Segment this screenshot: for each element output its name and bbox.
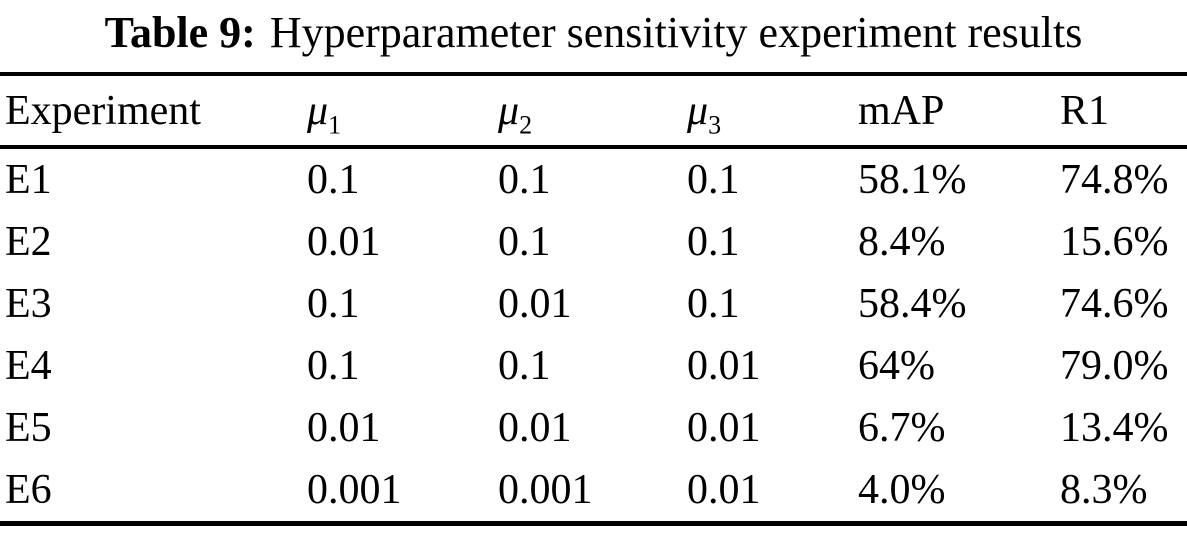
table-caption-text: Hyperparameter sensitivity experiment re…: [269, 8, 1083, 57]
table-row: E2 0.01 0.1 0.1 8.4% 15.6%: [0, 211, 1187, 273]
cell-mu2: 0.001: [498, 467, 593, 513]
col-header-experiment-label: Experiment: [5, 87, 201, 134]
cell-r1: 74.6%: [1060, 281, 1169, 327]
cell-r1: 13.4%: [1060, 405, 1169, 451]
cell-experiment: E2: [5, 219, 52, 265]
cell-map: 4.0%: [858, 467, 946, 513]
col-header-mu1: μ1: [307, 74, 498, 147]
cell-mu2: 0.01: [498, 281, 572, 327]
col-header-map-label: mAP: [858, 87, 945, 134]
col-header-map: mAP: [858, 74, 1060, 147]
cell-map: 58.1%: [858, 157, 967, 203]
cell-mu3: 0.1: [687, 281, 740, 327]
mu-symbol: μ: [307, 87, 329, 134]
cell-mu1: 0.01: [307, 405, 381, 451]
table-row: E6 0.001 0.001 0.01 4.0% 8.3%: [0, 459, 1187, 524]
cell-mu1: 0.1: [307, 343, 360, 389]
cell-mu2: 0.01: [498, 405, 572, 451]
cell-map: 8.4%: [858, 219, 946, 265]
cell-mu2: 0.1: [498, 219, 551, 265]
cell-experiment: E6: [5, 467, 52, 513]
cell-mu3: 0.1: [687, 219, 740, 265]
cell-mu3: 0.1: [687, 157, 740, 203]
cell-mu1: 0.1: [307, 281, 360, 327]
mu-symbol: μ: [498, 87, 520, 134]
cell-mu2: 0.1: [498, 343, 551, 389]
table-caption-label: Table 9:: [104, 8, 256, 57]
mu3-subscript: 3: [708, 109, 722, 139]
cell-experiment: E1: [5, 157, 52, 203]
cell-map: 58.4%: [858, 281, 967, 327]
mu2-subscript: 2: [519, 109, 533, 139]
cell-mu2: 0.1: [498, 157, 551, 203]
cell-experiment: E3: [5, 281, 52, 327]
col-header-mu2: μ2: [498, 74, 687, 147]
header-row: Experiment μ1 μ2 μ3 mAP R1: [0, 74, 1187, 147]
table-row: E5 0.01 0.01 0.01 6.7% 13.4%: [0, 397, 1187, 459]
table-caption: Table 9: Hyperparameter sensitivity exper…: [0, 0, 1187, 62]
cell-mu1: 0.001: [307, 467, 402, 513]
col-header-r1-label: R1: [1060, 87, 1110, 134]
hyperparameter-sensitivity-table: Experiment μ1 μ2 μ3 mAP R1: [0, 72, 1187, 526]
cell-r1: 15.6%: [1060, 219, 1169, 265]
table-row: E4 0.1 0.1 0.01 64% 79.0%: [0, 335, 1187, 397]
cell-mu1: 0.1: [307, 157, 360, 203]
cell-mu3: 0.01: [687, 343, 761, 389]
table-row: E1 0.1 0.1 0.1 58.1% 74.8%: [0, 147, 1187, 211]
col-header-experiment: Experiment: [0, 74, 307, 147]
cell-r1: 79.0%: [1060, 343, 1169, 389]
cell-experiment: E5: [5, 405, 52, 451]
table-row: E3 0.1 0.01 0.1 58.4% 74.6%: [0, 273, 1187, 335]
cell-map: 6.7%: [858, 405, 946, 451]
cell-experiment: E4: [5, 343, 52, 389]
mu-symbol: μ: [687, 87, 709, 134]
cell-map: 64%: [858, 343, 935, 389]
mu1-subscript: 1: [328, 109, 342, 139]
cell-mu3: 0.01: [687, 405, 761, 451]
cell-r1: 74.8%: [1060, 157, 1169, 203]
cell-mu3: 0.01: [687, 467, 761, 513]
cell-r1: 8.3%: [1060, 467, 1148, 513]
cell-mu1: 0.01: [307, 219, 381, 265]
col-header-mu3: μ3: [687, 74, 858, 147]
col-header-r1: R1: [1060, 74, 1187, 147]
